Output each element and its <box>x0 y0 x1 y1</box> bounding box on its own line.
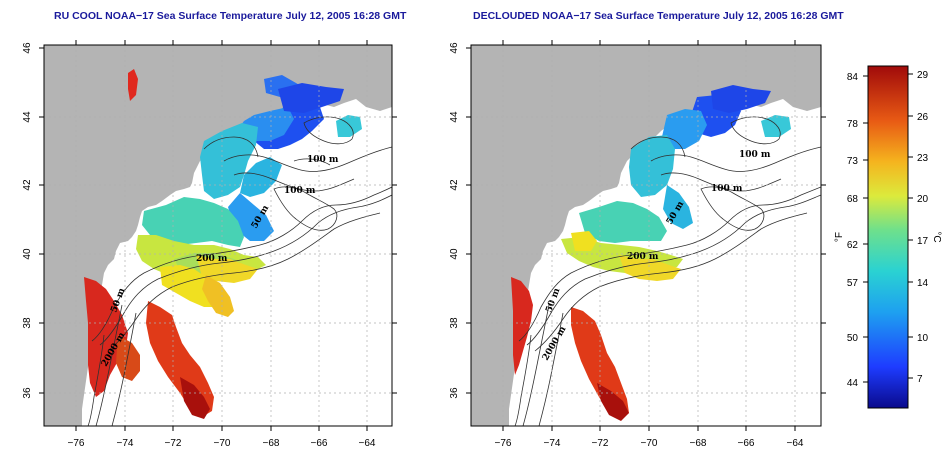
colorbar-f-label: 44 <box>847 378 859 389</box>
left-map-title: RU COOL NOAA−17 Sea Surface Temperature … <box>54 10 407 22</box>
right-axis-ticks <box>466 40 826 431</box>
colorbar-f-label: 68 <box>847 194 859 205</box>
right-lon-label: −70 <box>641 438 658 449</box>
colorbar-f-label: 73 <box>847 156 859 167</box>
right-lat-label: 44 <box>449 111 460 123</box>
left-sst-patches <box>84 69 362 419</box>
left-lon-label: −64 <box>359 438 376 449</box>
colorbar-unit-celsius: °C <box>931 231 942 242</box>
right-lat-labels: 46 44 42 40 38 36 <box>449 42 460 399</box>
colorbar-c-label: 20 <box>917 194 929 205</box>
left-land <box>44 45 392 426</box>
right-map-title: DECLOUDED NOAA−17 Sea Surface Temperatur… <box>473 10 844 22</box>
left-lon-label: −72 <box>165 438 182 449</box>
left-contours <box>87 116 392 426</box>
left-lat-label: 40 <box>22 248 33 260</box>
right-land <box>471 45 821 426</box>
right-lon-label: −68 <box>690 438 707 449</box>
colorbar-c-label: 26 <box>917 112 929 123</box>
right-map-panel: 100 m 100 m 50 m 200 m 50 m 2000 m <box>449 40 826 449</box>
right-lat-label: 36 <box>449 387 460 399</box>
left-contour-label-100m-b: 100 m <box>284 186 316 196</box>
right-contour-label-200m: 200 m <box>627 252 659 262</box>
colorbar-f-label: 78 <box>847 119 859 130</box>
left-lat-label: 38 <box>22 317 33 329</box>
colorbar-fahrenheit-labels: 84 78 73 68 62 57 50 44 <box>847 72 859 389</box>
colorbar-ticks <box>863 73 913 383</box>
right-grid <box>471 45 821 426</box>
left-lon-label: −70 <box>214 438 231 449</box>
colorbar-gradient <box>867 65 909 409</box>
colorbar-celsius-labels: 29 26 23 20 17 14 10 7 <box>917 70 929 385</box>
left-lon-label: −76 <box>68 438 85 449</box>
colorbar-c-label: 7 <box>917 374 923 385</box>
left-contour-label-100m-a: 100 m <box>307 155 339 165</box>
colorbar-f-label: 57 <box>847 278 859 289</box>
right-contours <box>514 116 821 426</box>
left-map-panel: 100 m 100 m 50 m 200 m 50 m 2000 m <box>22 40 397 449</box>
right-lon-label: −66 <box>738 438 755 449</box>
colorbar-unit-fahrenheit: °F <box>834 232 845 242</box>
left-grid <box>44 45 392 426</box>
colorbar-c-label: 23 <box>917 153 929 164</box>
colorbar-f-label: 84 <box>847 72 859 83</box>
left-lat-label: 44 <box>22 111 33 123</box>
left-lon-labels: −76 −74 −72 −70 −68 −66 −64 <box>68 438 376 449</box>
colorbar-c-label: 17 <box>917 236 929 247</box>
left-lon-label: −68 <box>263 438 280 449</box>
colorbar-c-label: 10 <box>917 333 929 344</box>
colorbar-c-label: 29 <box>917 70 929 81</box>
right-contour-label-100m-a: 100 m <box>739 150 771 160</box>
left-lon-label: −66 <box>311 438 328 449</box>
colorbar-c-label: 14 <box>917 278 929 289</box>
left-contour-label-200m: 200 m <box>196 254 228 264</box>
colorbar-f-label: 62 <box>847 240 859 251</box>
right-lat-label: 38 <box>449 317 460 329</box>
left-axis-ticks <box>39 40 397 431</box>
right-lon-label: −74 <box>544 438 561 449</box>
right-lon-label: −64 <box>787 438 804 449</box>
right-lon-label: −72 <box>592 438 609 449</box>
left-lat-label: 46 <box>22 42 33 54</box>
right-lat-label: 42 <box>449 179 460 191</box>
right-lat-label: 46 <box>449 42 460 54</box>
left-lat-labels: 46 44 42 40 38 36 <box>22 42 33 399</box>
left-lon-label: −74 <box>117 438 134 449</box>
left-lat-label: 36 <box>22 387 33 399</box>
right-lon-label: −76 <box>495 438 512 449</box>
colorbar: 84 78 73 68 62 57 50 44 29 26 23 20 17 1… <box>834 65 942 409</box>
right-contour-label-100m-b: 100 m <box>711 184 743 194</box>
right-lon-labels: −76 −74 −72 −70 −68 −66 −64 <box>495 438 804 449</box>
colorbar-f-label: 50 <box>847 333 859 344</box>
left-lat-label: 42 <box>22 179 33 191</box>
right-lat-label: 40 <box>449 248 460 260</box>
